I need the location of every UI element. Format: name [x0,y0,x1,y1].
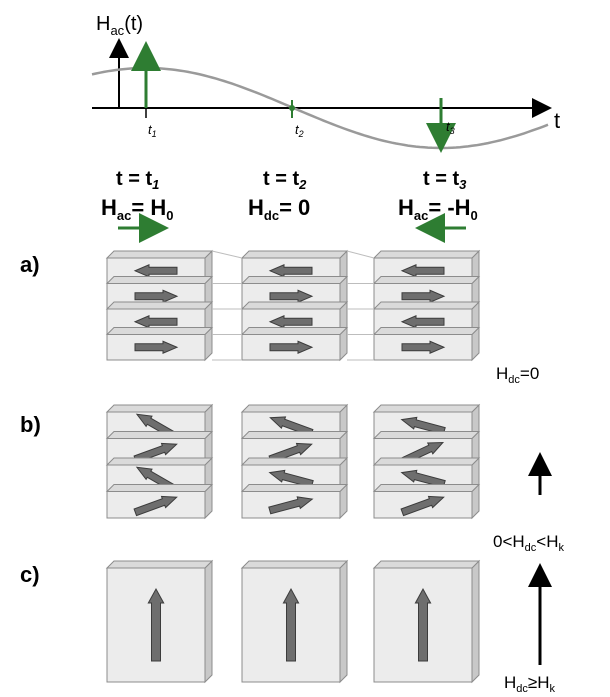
row-b-col-2-layer-2-block-top [240,431,349,439]
row-a-col-1-layer-3-block-top [105,301,214,310]
tick-label-t1: t1 [148,122,157,139]
row-b-col-2-layer-1-block-top [240,404,349,413]
row-a-col-2-layer-2-arrow [269,289,314,303]
row-b-col-2-layer-3-arrow [268,469,314,488]
column-headers: t = t1 Hac= H0 t = t2 Hdc= 0 t = t3 Hac=… [101,168,478,243]
row-a-col-2-layer-3-arrow [268,315,313,329]
tick-label-t2: t2 [295,122,304,139]
column-1-field: Hac= H0 [101,195,173,223]
row-label-c: c) [20,562,40,587]
row-b-col-1-layer-4-arrow [133,495,178,517]
row-c-col-2-arrow [282,587,300,662]
row-a-col-1-layer-1-arrow [133,264,178,278]
row-b-col-3-layer-3-arrow [400,469,446,488]
row-b-col-2-layer-3-block-top [240,457,349,466]
row-b-col-3-layer-3-block-top [372,457,481,466]
row-a-col-2-layer-2-block-top [240,276,349,284]
column-3-field: Hac= -H0 [398,195,478,223]
x-axis-label: t [554,108,560,133]
row-a-col-1-layer-3-arrow [133,315,178,329]
row-b-col-3-layer-1-block-top [372,404,481,413]
row-b-col-3-layer-2-block-top [372,431,481,439]
row-c-col-1-block-side [204,559,213,684]
row-b-col-2-layer-4-arrow [268,496,314,515]
column-2-time: t = t2 [263,168,307,192]
side-label-hdc-zero: Hdc=0 [496,364,539,386]
row-a-col-1-layer-4-block-top [105,327,214,335]
row-c-col-3-block-side [471,559,480,684]
row-b-col-2-layer-4-block-top [240,484,349,492]
column-3-time: t = t3 [423,168,467,192]
row-a-connector-right-1 [346,250,375,259]
column-1-time: t = t1 [116,168,159,192]
row-label-b: b) [20,412,41,437]
row-b-col-3-layer-4-arrow [400,495,445,517]
row-b-col-1-layer-1-block-top [105,404,214,413]
row-b-col-3-layer-4-block-top [372,484,481,492]
row-a-connector-left-1 [211,250,243,259]
row-a-col-3-layer-1-arrow [400,264,445,278]
row-a-col-1-layer-2-block-top [105,276,214,284]
row-label-a: a) [20,252,40,277]
sine-curve [91,66,549,150]
row-a-col-1-layer-2-arrow [134,289,179,303]
column-2-field: Hdc= 0 [248,195,310,223]
row-a-col-1-layer-4-arrow [134,340,179,354]
row-a-col-2-layer-3-block-top [240,301,349,310]
row-c-col-2-block-top [240,560,349,569]
domain-blocks [105,249,481,684]
row-b-col-1-layer-4-block-top [105,484,214,492]
row-a-col-3-layer-2-block-top [372,276,481,284]
row-a-col-2-layer-1-block-top [240,250,349,259]
row-a-col-3-layer-3-block-top [372,301,481,310]
side-label-hdc-range: 0<Hdc<Hk [493,532,565,554]
side-label-hdc-saturated: Hdc≥Hk [504,673,556,695]
row-c-col-3-block-top [372,560,481,569]
row-a-col-3-layer-3-arrow [400,315,445,329]
row-a-col-2-layer-1-arrow [268,264,313,278]
y-axis-label: Hac(t) [96,13,143,38]
row-b-col-1-layer-3-block-top [105,457,214,466]
row-b-col-3-layer-1-arrow [400,416,446,435]
row-c-col-1-block-top [105,560,214,569]
row-a-col-3-layer-4-arrow [401,340,446,354]
row-c-col-3-arrow [414,587,432,662]
field-plot: Hac(t) t t1 t2 t3 [91,13,560,153]
row-b-col-1-layer-2-block-top [105,431,214,439]
tick-label-t3: t3 [446,119,455,136]
row-a-col-3-layer-1-block-top [372,250,481,259]
row-a-col-3-layer-4-block-top [372,327,481,335]
row-a-col-3-layer-2-arrow [401,289,446,303]
row-c-col-1-arrow [147,587,165,662]
row-a-col-1-layer-1-block-top [105,250,214,259]
row-a-col-2-layer-4-arrow [269,340,314,354]
row-c-col-2-block-side [339,559,348,684]
row-a-col-2-layer-4-block-top [240,327,349,335]
